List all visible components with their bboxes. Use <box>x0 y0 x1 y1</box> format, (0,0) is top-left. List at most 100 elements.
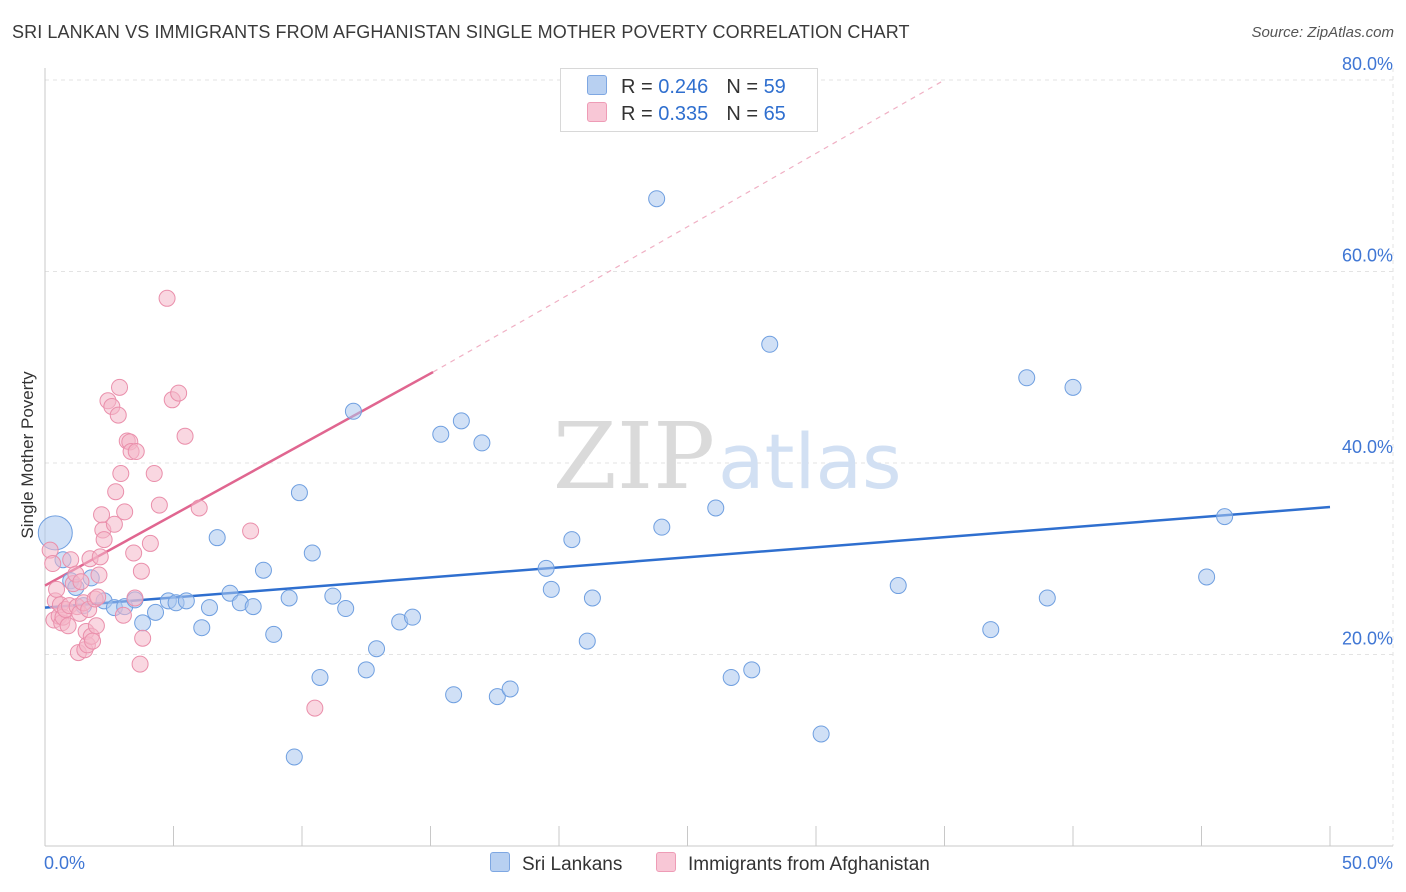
afghanistan-point <box>141 534 159 552</box>
sri-lankan-point <box>537 559 555 577</box>
legend-row-sri-lankans: R = 0.246 N = 59 <box>587 75 786 99</box>
chart-title: SRI LANKAN VS IMMIGRANTS FROM AFGHANISTA… <box>12 22 910 42</box>
afghanistan-point <box>112 465 130 483</box>
sri-lankan-point <box>1198 568 1216 586</box>
y-axis-title: Single Mother Poverty <box>18 371 37 539</box>
x-tick-label: 50.0% <box>1342 853 1393 873</box>
sri-lankan-point <box>134 614 152 632</box>
sri-lankan-point <box>193 619 211 637</box>
sri-lankan-point <box>208 529 226 547</box>
afghanistan-point <box>114 606 132 624</box>
sri-lankan-point <box>761 335 779 353</box>
afghanistan-point <box>125 544 143 562</box>
bottom-legend-swatch-pink <box>656 852 676 872</box>
afghanistan-point <box>95 531 113 549</box>
afghanistan-point <box>90 566 108 584</box>
legend-swatch-blue <box>587 75 607 95</box>
bottom-legend-label: Sri Lankans <box>522 854 623 875</box>
sri-lankan-point <box>303 544 321 562</box>
afghanistan-point <box>170 384 188 402</box>
sri-lankan-point <box>290 484 308 502</box>
legend-row-afghanistan: R = 0.335 N = 65 <box>587 102 786 126</box>
legend-r-value: 0.246 <box>658 76 709 98</box>
sri-lankan-point <box>404 608 422 626</box>
afghanistan-point <box>89 588 107 606</box>
sri-lankan-point <box>324 587 342 605</box>
sri-lankan-point <box>244 598 262 616</box>
sri-lankan-point <box>707 499 725 517</box>
sri-lankan-point <box>200 599 218 617</box>
y-tick-label: 20.0% <box>1342 629 1393 649</box>
sri-lankan-point <box>488 688 506 706</box>
sri-lankan-point <box>889 577 907 595</box>
afghanistan-point <box>87 617 105 635</box>
sri-lankan-point <box>1038 589 1056 607</box>
tick-labels: 20.0% 40.0% 60.0% 80.0% 0.0% 50.0% <box>44 54 1393 873</box>
y-tick-label: 40.0% <box>1342 437 1393 457</box>
sri-lankan-point <box>563 531 581 549</box>
sri-lankan-point <box>357 661 375 679</box>
watermark-atlas: atlas <box>718 417 902 506</box>
legend-n-value: 65 <box>763 103 786 125</box>
sri-lankan-point <box>344 402 362 420</box>
watermark: ZIP atlas <box>553 403 902 510</box>
watermark-zip: ZIP <box>553 403 715 510</box>
afghanistan-trend-extension <box>432 79 945 373</box>
bottom-legend-afghanistan: Immigrants from Afghanistan <box>656 852 930 876</box>
afghanistan-point <box>145 465 163 483</box>
sri-lankan-point <box>542 580 560 598</box>
afghanistan-point <box>48 580 66 598</box>
sri-lankan-point <box>812 725 830 743</box>
y-tick-label: 60.0% <box>1342 246 1393 266</box>
sri-lankan-point <box>452 412 470 430</box>
afghanistan-point <box>116 503 134 521</box>
bottom-legend-label: Immigrants from Afghanistan <box>688 854 930 875</box>
legend-n-value: 59 <box>763 76 786 98</box>
afghanistan-point <box>132 562 150 580</box>
sri-lankan-point <box>982 621 1000 639</box>
legend-r-label: R = <box>621 76 653 98</box>
afghanistan-point <box>59 617 77 635</box>
afghanistan-point <box>111 378 129 396</box>
sri-lankan-point <box>653 518 671 536</box>
sri-lankan-point <box>1216 508 1234 526</box>
afghanistan-point <box>127 443 145 461</box>
sri-lankan-point <box>743 661 761 679</box>
sri-lankan-trend-line <box>44 505 1331 609</box>
sri-lankan-point <box>254 561 272 579</box>
sri-lankan-point <box>265 625 283 643</box>
afghanistan-point <box>105 515 123 533</box>
afghanistan-point <box>150 496 168 514</box>
sri-lankan-point <box>432 425 450 443</box>
bottom-legend-sri-lankans: Sri Lankans <box>490 852 622 876</box>
afghanistan-point <box>131 655 149 673</box>
sri-lankan-point <box>311 668 329 686</box>
afghanistan-point <box>190 499 208 517</box>
y-tick-label: 80.0% <box>1342 54 1393 74</box>
legend-r-label: R = <box>621 103 653 125</box>
afghanistan-point <box>306 699 324 717</box>
sri-lankan-point <box>177 592 195 610</box>
sri-lankan-point <box>1018 369 1036 387</box>
legend-r-value: 0.335 <box>658 103 709 125</box>
afghanistan-point <box>72 573 90 591</box>
bottom-legend-swatch-blue <box>490 852 510 872</box>
sri-lankan-point <box>473 434 491 452</box>
sri-lankan-point <box>368 640 386 658</box>
data-points <box>37 190 1234 766</box>
source-credit: Source: ZipAtlas.com <box>1251 24 1394 41</box>
legend-n-label: N = <box>726 76 758 98</box>
sri-lankan-point <box>285 748 303 766</box>
legend-n-label: N = <box>726 103 758 125</box>
sri-lankan-point <box>280 589 298 607</box>
x-tick-label: 0.0% <box>44 853 85 873</box>
afghanistan-point <box>107 483 125 501</box>
afghanistan-point <box>109 406 127 424</box>
sri-lankan-point <box>445 686 463 704</box>
sri-lankan-point <box>147 603 165 621</box>
sri-lankan-point <box>501 680 519 698</box>
sri-lankan-point <box>1064 378 1082 396</box>
legend-swatch-pink <box>587 102 607 122</box>
afghanistan-point <box>242 522 260 540</box>
